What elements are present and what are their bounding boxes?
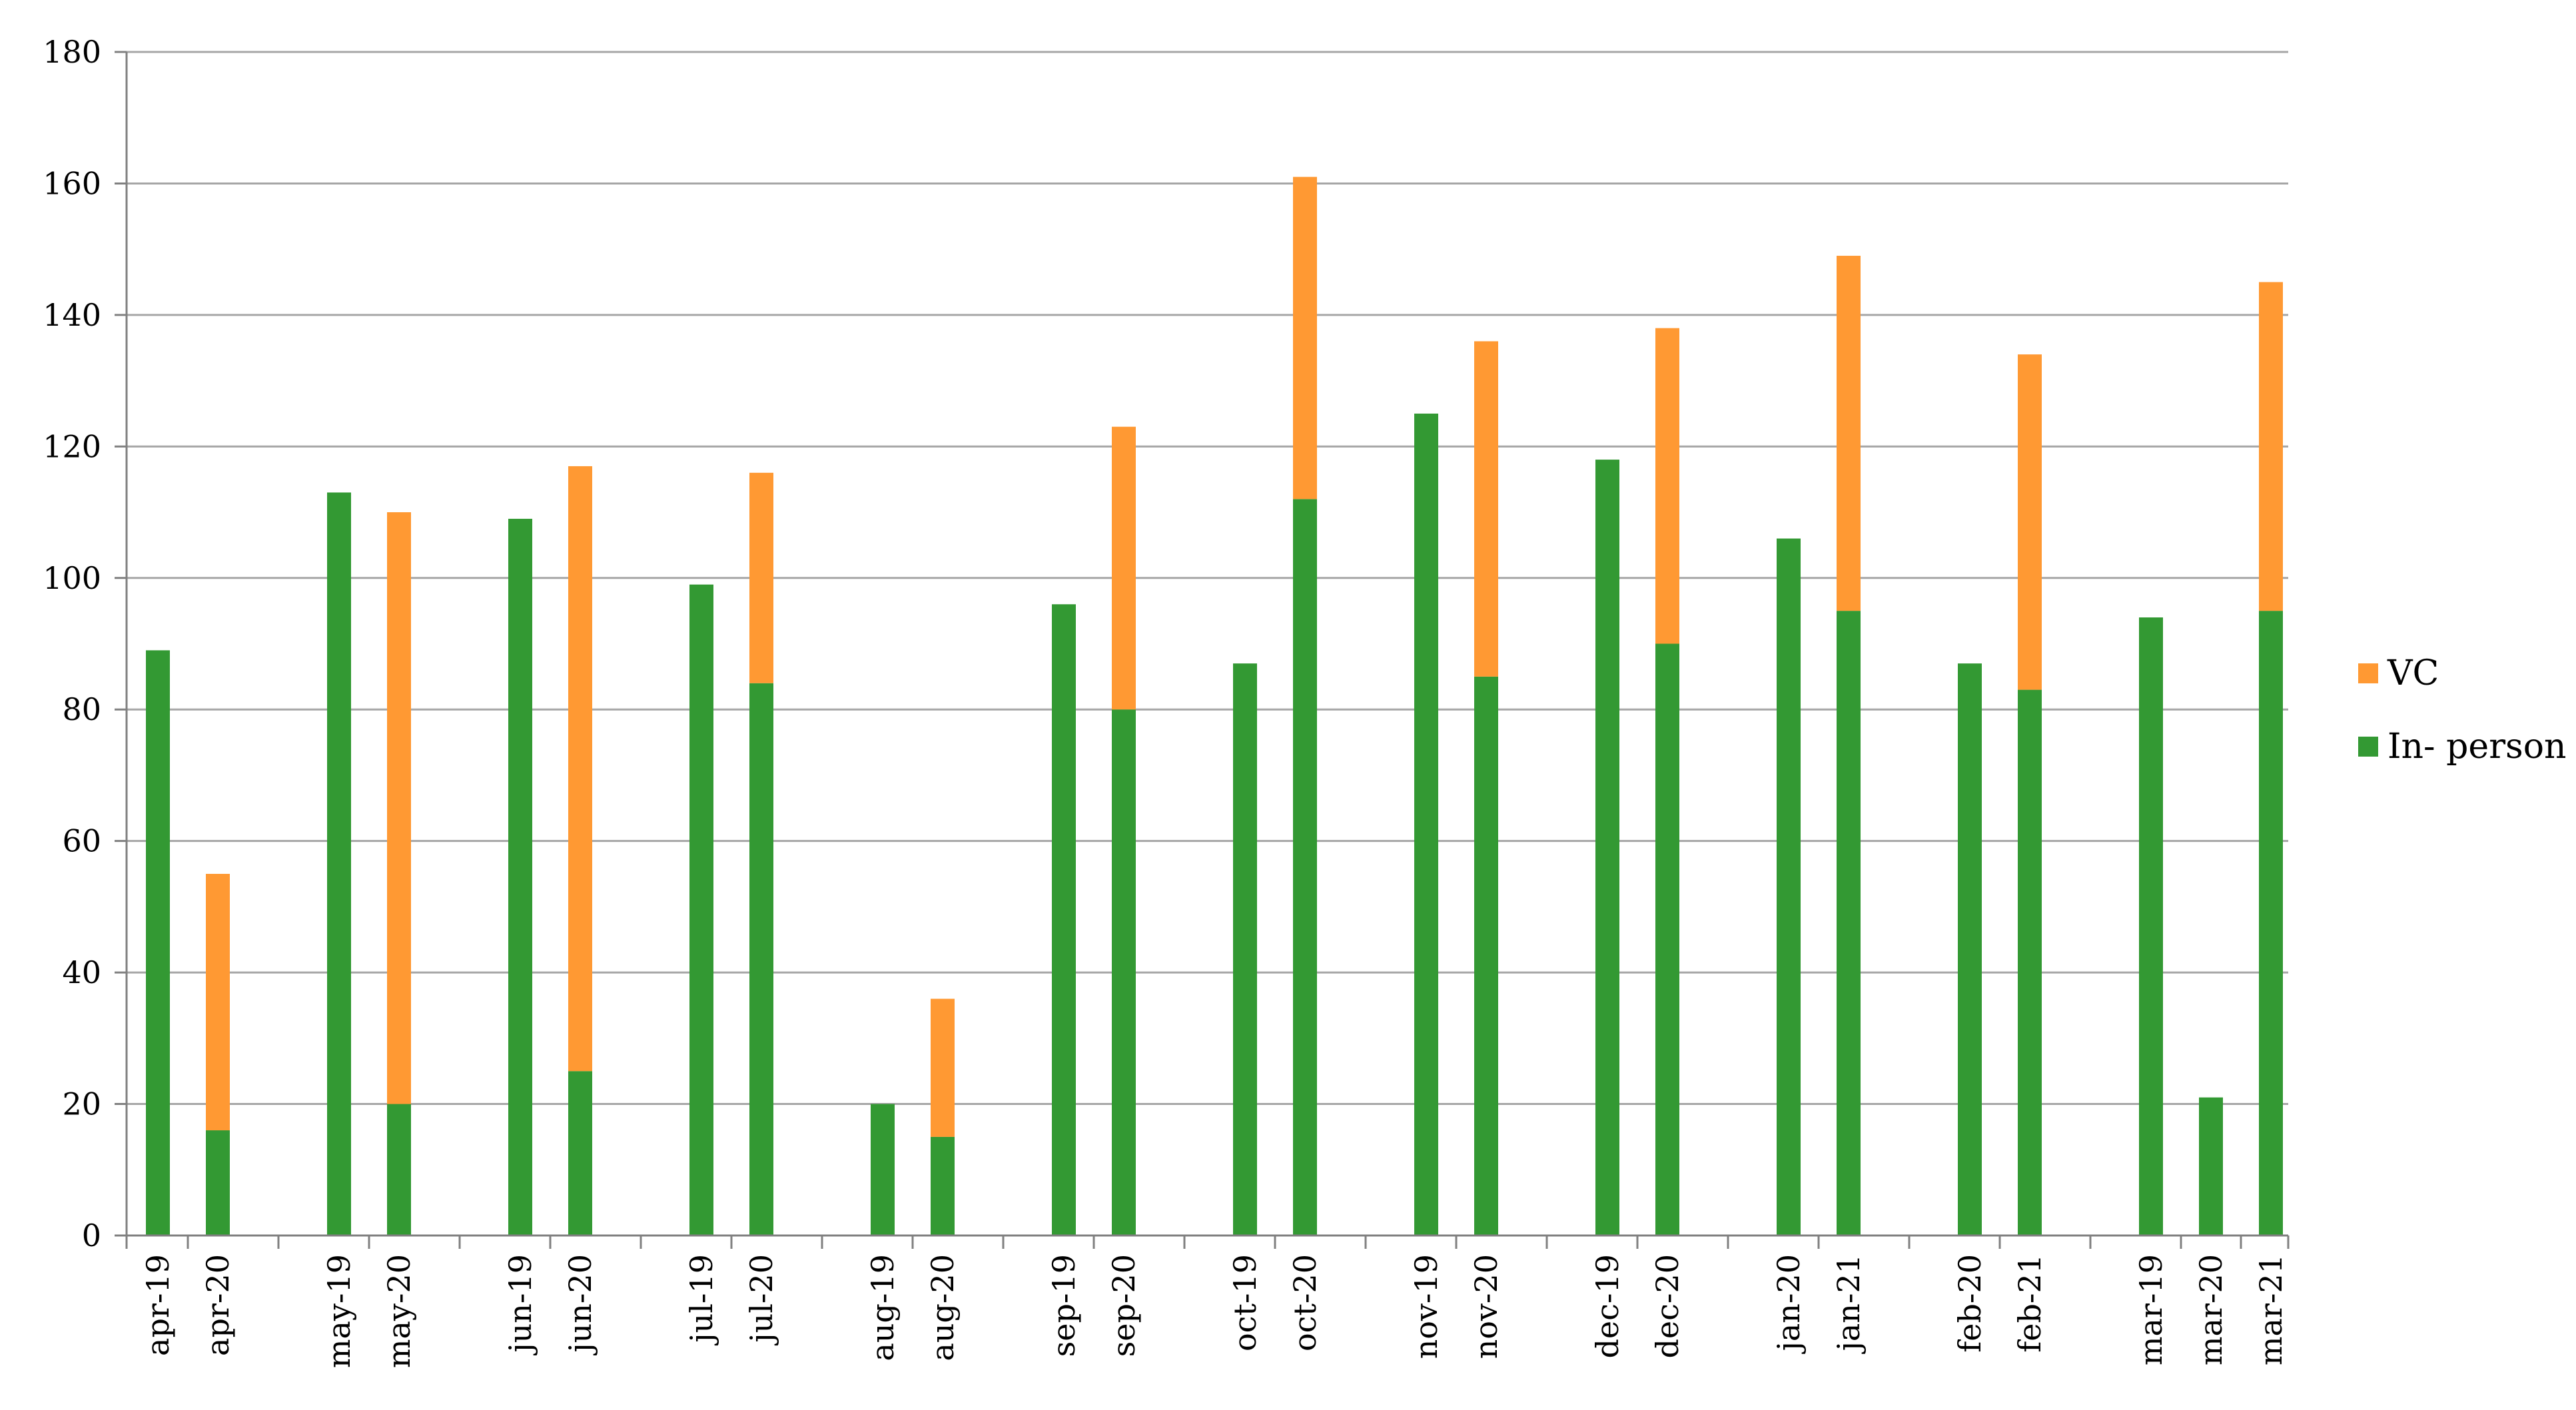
x-tick-label: dec-19: [1589, 1254, 1625, 1359]
x-tick-label: oct-20: [1287, 1254, 1323, 1351]
bar-in-person: [1595, 460, 1619, 1235]
bar-in-person: [1474, 676, 1498, 1235]
x-tick-label: apr-19: [140, 1254, 176, 1356]
axes: [115, 51, 2290, 1249]
y-tick-label: 0: [82, 1218, 101, 1253]
bar-vc: [387, 512, 411, 1104]
legend-label: VC: [2387, 653, 2439, 693]
legend-swatch: [2358, 663, 2378, 683]
x-tick-label: feb-21: [2012, 1254, 2048, 1353]
x-tick-label: nov-20: [1468, 1254, 1504, 1359]
bar-in-person: [1233, 663, 1257, 1235]
y-tick-label: 100: [43, 560, 101, 596]
x-tick-label: apr-20: [200, 1254, 236, 1356]
legend-swatch: [2358, 737, 2378, 757]
bar-vc: [206, 874, 230, 1131]
bar-in-person: [2259, 611, 2283, 1235]
x-tick-label: mar-19: [2133, 1254, 2169, 1365]
x-tick-label: mar-21: [2253, 1254, 2289, 1365]
legend-label: In- person: [2387, 727, 2567, 767]
bar-in-person: [1777, 538, 1801, 1235]
bar-vc: [1112, 426, 1136, 710]
bar-vc: [568, 466, 592, 1072]
bar-in-person: [749, 683, 773, 1235]
x-tick-label: jan-21: [1831, 1254, 1867, 1354]
y-tick-label: 160: [43, 165, 101, 201]
x-tick-label: sep-20: [1106, 1254, 1142, 1357]
x-tick-label: oct-19: [1227, 1254, 1263, 1351]
y-tick-label: 60: [62, 823, 101, 859]
bar-in-person: [508, 518, 532, 1236]
legend: VC In- person: [2358, 653, 2567, 767]
bar-in-person: [2199, 1097, 2223, 1235]
bar-in-person: [387, 1104, 411, 1235]
bar-in-person: [931, 1136, 955, 1235]
x-tick-label: mar-20: [2193, 1254, 2229, 1365]
x-tick-label: dec-20: [1649, 1254, 1685, 1359]
bar-in-person: [871, 1104, 895, 1235]
bar-in-person: [206, 1130, 230, 1235]
bar-vc: [1655, 328, 1679, 644]
x-tick-label: may-20: [381, 1254, 417, 1368]
x-tick-label: aug-19: [865, 1254, 901, 1361]
bar-vc: [931, 998, 955, 1137]
bar-in-person: [2139, 617, 2163, 1235]
x-tick-label: jul-20: [743, 1254, 779, 1346]
y-tick-label: 140: [43, 297, 101, 333]
y-axis-ticks: 0 20 40 60 80 100 120 140 160 180: [43, 34, 101, 1253]
bar-in-person: [1837, 611, 1861, 1235]
y-tick-label: 20: [62, 1086, 101, 1122]
x-tick-label: jun-19: [502, 1254, 538, 1356]
x-tick-label: aug-20: [925, 1254, 961, 1361]
bar-in-person: [2018, 689, 2042, 1235]
bar-in-person: [1112, 709, 1136, 1235]
y-tick-label: 80: [62, 691, 101, 727]
x-tick-label: may-19: [321, 1254, 357, 1368]
grid-lines: [127, 51, 2288, 1237]
bar-vc: [749, 472, 773, 683]
x-tick-label: nov-19: [1408, 1254, 1444, 1359]
bar-in-person: [1293, 499, 1317, 1236]
bar-vc: [2018, 354, 2042, 690]
y-tick-label: 180: [43, 34, 101, 70]
x-tick-label: sep-19: [1046, 1254, 1082, 1357]
x-tick-label: jul-19: [683, 1254, 719, 1346]
bar-in-person: [689, 584, 713, 1235]
y-tick-label: 120: [43, 428, 101, 464]
y-tick-label: 40: [62, 954, 101, 990]
bar-in-person: [568, 1071, 592, 1235]
x-tick-label: jun-20: [562, 1254, 598, 1356]
bar-vc: [1837, 256, 1861, 611]
x-axis-ticks: apr-19 apr-20 may-19 may-20 jun-19 jun-20 jul-…: [140, 1254, 2289, 1368]
bar-vc: [1293, 176, 1317, 500]
bar-vc: [2259, 282, 2283, 611]
bar-vc: [1474, 341, 1498, 677]
bar-in-person: [1414, 413, 1438, 1236]
bar-in-person: [1052, 604, 1076, 1235]
bar-in-person: [146, 650, 170, 1235]
x-tick-label: jan-20: [1771, 1254, 1807, 1354]
bar-in-person: [1958, 663, 1982, 1235]
bars: [146, 176, 2283, 1236]
bar-in-person: [327, 492, 351, 1235]
bar-in-person: [1655, 643, 1679, 1235]
x-tick-label: feb-20: [1952, 1254, 1988, 1353]
